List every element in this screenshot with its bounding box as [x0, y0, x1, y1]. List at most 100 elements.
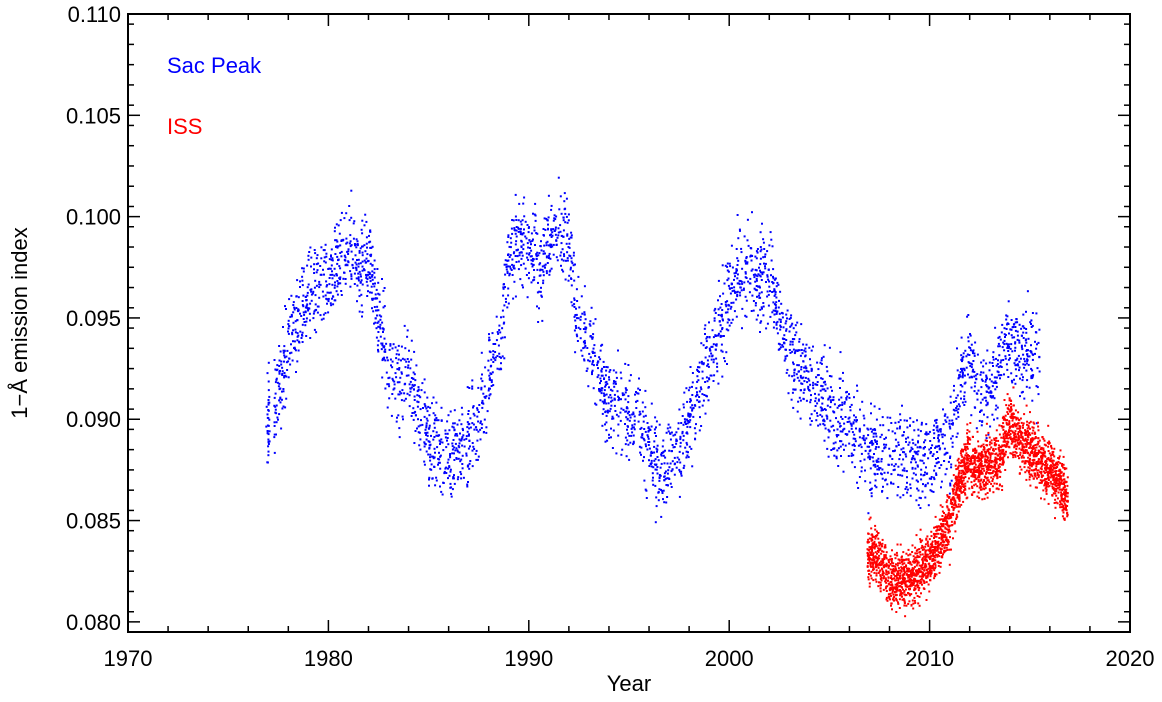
iss-point: [913, 574, 916, 577]
sac-peak-point: [755, 278, 758, 280]
sac-peak-point: [736, 290, 739, 293]
sac-peak-point: [956, 347, 958, 350]
sac-peak-point: [1001, 323, 1004, 326]
sac-peak-point: [388, 376, 391, 379]
sac-peak-point: [323, 273, 325, 276]
sac-peak-point: [977, 389, 980, 392]
sac-peak-point: [281, 372, 284, 375]
sac-peak-point: [714, 335, 717, 337]
sac-peak-point: [488, 387, 490, 390]
iss-point: [883, 554, 886, 557]
sac-peak-point: [433, 466, 436, 468]
sac-peak-point: [973, 406, 976, 409]
sac-peak-point: [675, 438, 678, 441]
sac-peak-point: [480, 386, 483, 389]
iss-point: [940, 552, 943, 554]
sac-peak-point: [678, 450, 681, 453]
sac-peak-point: [937, 440, 940, 443]
iss-point: [1004, 445, 1007, 448]
sac-peak-point: [606, 382, 609, 385]
sac-peak-point: [513, 267, 516, 270]
sac-peak-point: [456, 423, 459, 426]
sac-peak-point: [324, 312, 327, 315]
sac-peak-point: [930, 477, 933, 480]
sac-peak-point: [975, 378, 978, 381]
sac-peak-point: [444, 432, 447, 435]
iss-point: [880, 579, 883, 582]
sac-peak-point: [647, 427, 650, 429]
sac-peak-point: [917, 441, 919, 444]
sac-peak-point: [986, 377, 988, 380]
sac-peak-point: [919, 497, 922, 500]
iss-point: [881, 542, 884, 545]
sac-peak-point: [761, 273, 764, 276]
sac-peak-point: [354, 244, 356, 247]
sac-peak-point: [295, 307, 298, 309]
iss-point: [953, 485, 956, 488]
sac-peak-point: [999, 365, 1002, 368]
sac-peak-point: [545, 217, 548, 220]
sac-peak-point: [567, 213, 570, 216]
sac-peak-point: [537, 321, 540, 323]
sac-peak-point: [938, 467, 941, 469]
sac-peak-point: [448, 465, 451, 468]
sac-peak-point: [858, 476, 861, 478]
sac-peak-point: [635, 407, 638, 409]
sac-peak-point: [403, 392, 406, 395]
iss-point: [1049, 458, 1052, 461]
sac-peak-point: [665, 501, 668, 504]
sac-peak-point: [267, 399, 270, 401]
iss-point: [898, 598, 901, 601]
iss-point: [971, 435, 974, 438]
sac-peak-point: [320, 273, 323, 276]
iss-point: [1034, 452, 1037, 455]
iss-point: [980, 457, 982, 460]
sac-peak-point: [509, 246, 512, 249]
sac-peak-point: [899, 419, 902, 422]
iss-point: [870, 527, 873, 530]
sac-peak-point: [457, 444, 460, 447]
sac-peak-point: [654, 521, 657, 524]
sac-peak-point: [668, 449, 671, 452]
sac-peak-point: [792, 348, 795, 351]
iss-point: [984, 493, 987, 496]
sac-peak-point: [1017, 364, 1020, 367]
sac-peak-point: [288, 357, 291, 360]
sac-peak-point: [339, 252, 342, 254]
sac-peak-point: [592, 359, 595, 362]
sac-peak-point: [922, 454, 925, 457]
iss-point: [897, 602, 900, 605]
sac-peak-point: [726, 269, 729, 272]
sac-peak-point: [523, 228, 525, 231]
sac-peak-point: [560, 264, 562, 267]
sac-peak-point: [750, 254, 753, 257]
sac-peak-point: [273, 421, 276, 424]
sac-peak-point: [650, 465, 653, 468]
sac-peak-point: [303, 321, 306, 323]
sac-peak-point: [278, 388, 281, 391]
sac-peak-point: [305, 299, 308, 301]
sac-peak-point: [335, 290, 338, 293]
sac-peak-point: [1038, 356, 1041, 359]
sac-peak-point: [622, 408, 625, 411]
sac-peak-point: [425, 422, 428, 425]
iss-point: [976, 476, 979, 479]
sac-peak-point: [513, 280, 516, 283]
sac-peak-point: [304, 311, 307, 314]
sac-peak-point: [916, 464, 919, 467]
iss-point: [1002, 448, 1005, 451]
iss-point: [970, 493, 973, 496]
sac-peak-point: [496, 367, 499, 370]
sac-peak-point: [857, 444, 860, 447]
sac-peak-point: [485, 395, 488, 398]
iss-point: [988, 489, 991, 492]
sac-peak-point: [435, 434, 438, 437]
sac-peak-point: [617, 434, 620, 437]
sac-peak-point: [404, 382, 407, 385]
sac-peak-point: [292, 301, 295, 304]
sac-peak-point: [687, 419, 689, 422]
sac-peak-point: [685, 456, 688, 459]
sac-peak-point: [683, 464, 686, 467]
sac-peak-point: [352, 222, 355, 225]
sac-peak-point: [969, 333, 971, 335]
